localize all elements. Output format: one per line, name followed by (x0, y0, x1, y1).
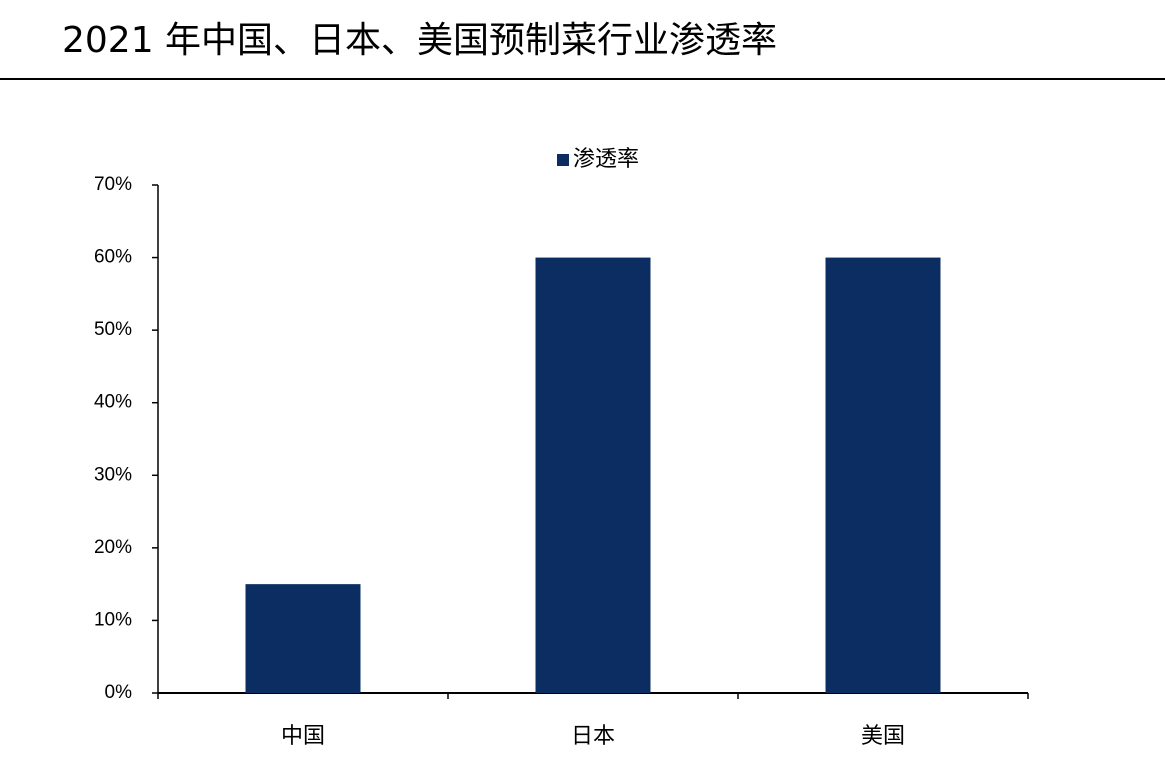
x-tick-label: 日本 (571, 724, 615, 749)
y-tick-label: 70% (94, 174, 132, 195)
y-tick-label: 30% (94, 464, 132, 485)
y-tick-label: 10% (94, 609, 132, 630)
y-tick-label: 50% (94, 319, 132, 340)
bar (245, 584, 361, 693)
y-tick-label: 0% (105, 682, 133, 703)
y-tick-label: 60% (94, 247, 132, 268)
legend-label: 渗透率 (573, 147, 639, 172)
legend-swatch (557, 154, 569, 166)
y-tick-label: 40% (94, 392, 132, 413)
bar (825, 257, 941, 693)
y-tick-label: 20% (94, 537, 132, 558)
bar (535, 257, 651, 693)
x-tick-label: 中国 (281, 724, 325, 749)
chart-title: 2021 年中国、日本、美国预制菜行业渗透率 (62, 20, 777, 61)
x-tick-label: 美国 (861, 724, 905, 749)
